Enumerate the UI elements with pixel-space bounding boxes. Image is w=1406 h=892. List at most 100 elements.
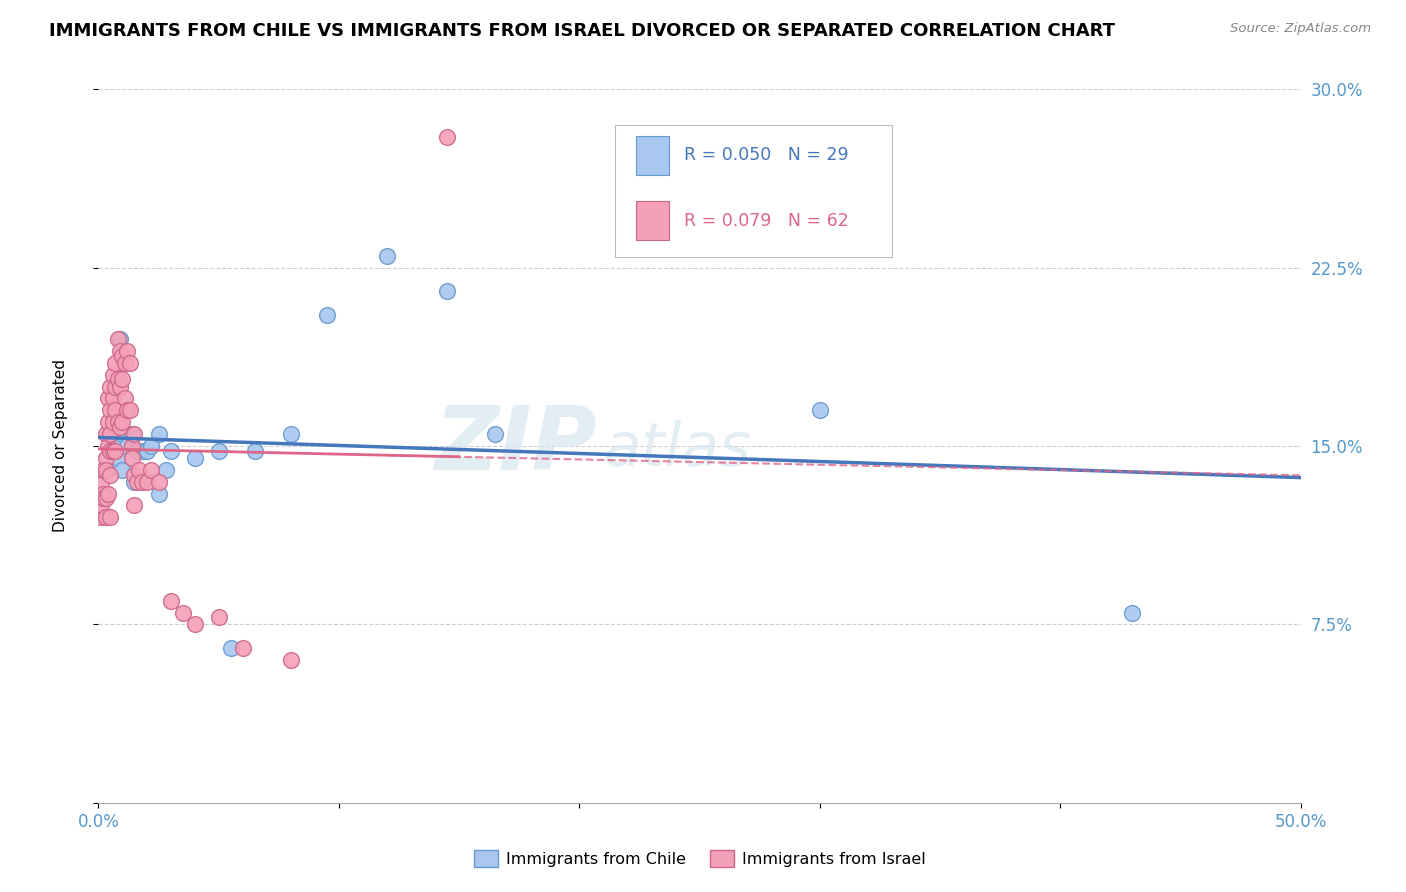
Point bbox=[94, 510, 117, 524]
Point bbox=[100, 467, 122, 482]
Point bbox=[104, 356, 127, 370]
Legend: Immigrants from Chile, Immigrants from Israel: Immigrants from Chile, Immigrants from I… bbox=[467, 844, 932, 873]
Point bbox=[124, 427, 146, 442]
Point bbox=[101, 434, 124, 449]
Point bbox=[159, 593, 181, 607]
Point bbox=[172, 606, 194, 620]
Text: atlas: atlas bbox=[603, 420, 751, 479]
Point bbox=[118, 356, 141, 370]
Point bbox=[101, 392, 124, 406]
Point bbox=[101, 415, 124, 429]
Point bbox=[208, 443, 231, 458]
Point bbox=[135, 443, 157, 458]
Point bbox=[108, 343, 131, 358]
Point bbox=[107, 372, 129, 386]
Point bbox=[436, 285, 458, 299]
Point bbox=[94, 450, 117, 465]
Text: R = 0.050   N = 29: R = 0.050 N = 29 bbox=[683, 146, 848, 164]
Point bbox=[232, 641, 254, 656]
Point bbox=[91, 463, 114, 477]
Text: IMMIGRANTS FROM CHILE VS IMMIGRANTS FROM ISRAEL DIVORCED OR SEPARATED CORRELATIO: IMMIGRANTS FROM CHILE VS IMMIGRANTS FROM… bbox=[49, 22, 1115, 40]
Point bbox=[107, 450, 129, 465]
Point bbox=[436, 129, 458, 144]
Point bbox=[148, 486, 170, 500]
FancyBboxPatch shape bbox=[616, 125, 891, 257]
Point bbox=[159, 443, 181, 458]
Point bbox=[100, 379, 122, 393]
Point bbox=[219, 641, 242, 656]
Point bbox=[148, 475, 170, 489]
Point bbox=[111, 415, 134, 429]
Point bbox=[484, 427, 506, 442]
Point bbox=[94, 491, 117, 506]
Point bbox=[155, 463, 177, 477]
Point bbox=[118, 403, 141, 417]
Point bbox=[100, 403, 122, 417]
Point bbox=[90, 475, 112, 489]
Point bbox=[94, 463, 117, 477]
Text: ZIP: ZIP bbox=[434, 402, 598, 490]
Point bbox=[100, 443, 122, 458]
Point bbox=[183, 450, 205, 465]
Point bbox=[94, 427, 117, 442]
Point bbox=[1121, 606, 1143, 620]
Point bbox=[111, 463, 134, 477]
Point bbox=[280, 427, 302, 442]
Point bbox=[101, 368, 124, 382]
Point bbox=[97, 486, 120, 500]
Point bbox=[121, 427, 143, 442]
Point bbox=[90, 499, 112, 513]
Bar bbox=[636, 202, 669, 241]
Point bbox=[125, 475, 148, 489]
Point bbox=[97, 439, 120, 453]
Point bbox=[121, 450, 143, 465]
Point bbox=[208, 610, 231, 624]
Point bbox=[94, 463, 117, 477]
Point bbox=[128, 463, 150, 477]
Point bbox=[97, 415, 120, 429]
Point bbox=[124, 475, 146, 489]
Point bbox=[104, 443, 127, 458]
Point bbox=[114, 392, 136, 406]
Point bbox=[117, 403, 139, 417]
Point bbox=[183, 617, 205, 632]
Point bbox=[131, 443, 153, 458]
Point bbox=[124, 499, 146, 513]
Point bbox=[125, 443, 148, 458]
Point bbox=[375, 249, 398, 263]
Point bbox=[808, 403, 831, 417]
Point bbox=[90, 510, 112, 524]
Point bbox=[243, 443, 266, 458]
Point bbox=[100, 443, 122, 458]
Text: R = 0.079   N = 62: R = 0.079 N = 62 bbox=[683, 212, 849, 230]
Point bbox=[108, 379, 131, 393]
Y-axis label: Divorced or Separated: Divorced or Separated bbox=[53, 359, 69, 533]
Point bbox=[104, 379, 127, 393]
Point bbox=[135, 475, 157, 489]
Point bbox=[111, 427, 134, 442]
Point bbox=[141, 463, 163, 477]
Text: Source: ZipAtlas.com: Source: ZipAtlas.com bbox=[1230, 22, 1371, 36]
Point bbox=[107, 332, 129, 346]
Point bbox=[117, 343, 139, 358]
Point bbox=[141, 439, 163, 453]
Point bbox=[148, 427, 170, 442]
Point bbox=[97, 392, 120, 406]
Bar bbox=[636, 136, 669, 175]
Point bbox=[100, 427, 122, 442]
Point bbox=[114, 356, 136, 370]
Point bbox=[121, 439, 143, 453]
Point bbox=[91, 491, 114, 506]
Point bbox=[101, 443, 124, 458]
Point bbox=[280, 653, 302, 667]
Point bbox=[108, 332, 131, 346]
Point bbox=[111, 349, 134, 363]
Point bbox=[100, 510, 122, 524]
Point bbox=[131, 475, 153, 489]
Point bbox=[107, 415, 129, 429]
Point bbox=[111, 372, 134, 386]
Point bbox=[315, 308, 337, 322]
Point bbox=[117, 439, 139, 453]
Point bbox=[108, 420, 131, 434]
Point bbox=[104, 403, 127, 417]
